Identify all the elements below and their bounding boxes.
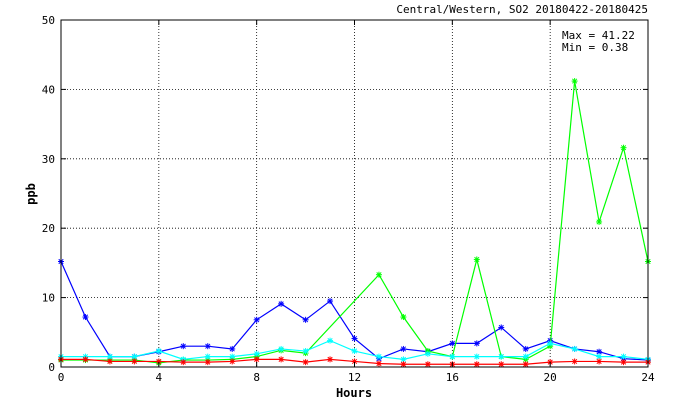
data-point — [204, 343, 211, 350]
data-point — [302, 348, 309, 355]
data-point — [620, 359, 627, 366]
y-tick-label: 10 — [42, 292, 55, 305]
chart-title: Central/Western, SO2 20180422-20180425 — [396, 3, 648, 16]
data-point — [229, 353, 236, 360]
data-point — [571, 78, 578, 85]
data-point — [522, 353, 529, 360]
y-tick-labels: 0 10 20 30 40 50 — [42, 14, 55, 374]
data-point — [473, 340, 480, 347]
min-stat: Min = 0.38 — [562, 41, 628, 54]
data-point — [596, 218, 603, 225]
data-point — [180, 343, 187, 350]
data-point — [400, 361, 407, 368]
x-tick-label: 12 — [348, 371, 361, 384]
x-axis-label: Hours — [336, 386, 372, 400]
x-tick-label: 8 — [253, 371, 260, 384]
data-point — [620, 144, 627, 151]
data-point — [400, 314, 407, 321]
data-point — [327, 298, 334, 305]
data-point — [229, 345, 236, 352]
data-point — [424, 361, 431, 368]
data-point — [375, 360, 382, 367]
data-point — [351, 335, 358, 342]
data-point — [131, 358, 138, 365]
data-point — [327, 337, 334, 344]
max-stat: Max = 41.22 — [562, 29, 635, 42]
y-tick-label: 0 — [48, 361, 55, 374]
data-point — [498, 324, 505, 331]
data-point — [302, 316, 309, 323]
data-point — [351, 358, 358, 365]
axis-ticks — [60, 19, 649, 368]
data-point — [253, 316, 260, 323]
x-tick-label: 24 — [641, 371, 655, 384]
y-tick-label: 50 — [42, 14, 55, 27]
data-point — [449, 340, 456, 347]
x-tick-label: 20 — [544, 371, 557, 384]
data-point — [473, 256, 480, 263]
data-point — [375, 353, 382, 360]
data-point — [106, 358, 113, 365]
data-point — [522, 345, 529, 352]
data-point — [473, 361, 480, 368]
y-axis-label: ppb — [24, 183, 38, 205]
data-point — [278, 300, 285, 307]
data-point — [498, 353, 505, 360]
data-point — [596, 358, 603, 365]
data-point — [180, 359, 187, 366]
grid-lines — [61, 20, 648, 367]
data-point — [278, 345, 285, 352]
data-point — [82, 314, 89, 321]
data-point — [204, 359, 211, 366]
data-point — [155, 358, 162, 365]
data-point — [253, 356, 260, 363]
y-tick-label: 30 — [42, 153, 55, 166]
data-point — [204, 353, 211, 360]
y-tick-label: 20 — [42, 222, 55, 235]
data-point — [351, 348, 358, 355]
data-point — [400, 345, 407, 352]
data-point — [327, 356, 334, 363]
data-point — [498, 361, 505, 368]
x-tick-label: 16 — [446, 371, 459, 384]
data-point — [253, 350, 260, 357]
data-point — [571, 345, 578, 352]
x-tick-label: 4 — [156, 371, 163, 384]
x-tick-label: 0 — [58, 371, 65, 384]
y-tick-label: 40 — [42, 83, 55, 96]
data-point — [375, 271, 382, 278]
data-point — [620, 353, 627, 360]
data-point — [424, 350, 431, 357]
data-point — [278, 356, 285, 363]
data-point — [522, 361, 529, 368]
data-point — [155, 348, 162, 355]
data-point — [302, 359, 309, 366]
x-tick-labels: 0 4 8 12 16 20 24 — [58, 371, 655, 384]
data-point — [571, 358, 578, 365]
data-point — [82, 356, 89, 363]
data-point — [547, 340, 554, 347]
data-point — [229, 358, 236, 365]
data-point — [449, 353, 456, 360]
data-point — [473, 353, 480, 360]
